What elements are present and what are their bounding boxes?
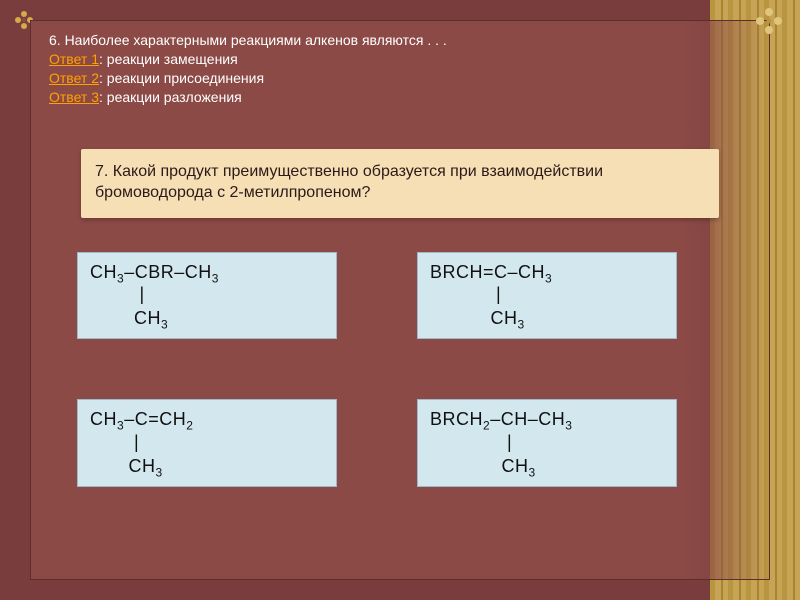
answer-3-link[interactable]: Ответ 3 — [49, 89, 99, 105]
formula-option-c[interactable]: CH3–C=CH2 | CH3 — [77, 399, 337, 487]
answer-option: Ответ 1: реакции замещения — [49, 50, 751, 69]
flourish-icon — [754, 6, 784, 36]
formula-line1: CH3–C=CH2 — [90, 408, 324, 434]
formula-option-a[interactable]: CH3–CBR–CH3 | CH3 — [77, 252, 337, 340]
formula-line1: BRCH=C–CH3 — [430, 261, 664, 287]
formula-line2: | CH3 — [430, 432, 664, 480]
slide-frame: 6. Наиболее характерными реакциями алкен… — [30, 20, 770, 580]
formula-option-d[interactable]: BRCH2–CH–CH3 | CH3 — [417, 399, 677, 487]
answer-option: Ответ 2: реакции присоединения — [49, 69, 751, 88]
formula-line2: | CH3 — [90, 284, 324, 332]
formula-line1: BRCH2–CH–CH3 — [430, 408, 664, 434]
formula-option-b[interactable]: BRCH=C–CH3 | CH3 — [417, 252, 677, 340]
answer-2-body: : реакции присоединения — [99, 70, 264, 86]
question-6-title: 6. Наиболее характерными реакциями алкен… — [49, 31, 751, 50]
formula-line2: | CH3 — [430, 284, 664, 332]
question-7: 7. Какой продукт преимущественно образуе… — [81, 149, 719, 218]
question-7-text: 7. Какой продукт преимущественно образуе… — [95, 163, 603, 202]
formula-line2: | CH3 — [90, 432, 324, 480]
answer-1-body: : реакции замещения — [99, 51, 238, 67]
question-6: 6. Наиболее характерными реакциями алкен… — [31, 21, 769, 113]
answer-3-body: : реакции разложения — [99, 89, 242, 105]
formula-line1: CH3–CBR–CH3 — [90, 261, 324, 287]
answer-2-link[interactable]: Ответ 2 — [49, 70, 99, 86]
formula-grid: CH3–CBR–CH3 | CH3 BRCH=C–CH3 | CH3 CH3–C… — [77, 252, 719, 487]
answer-1-link[interactable]: Ответ 1 — [49, 51, 99, 67]
answer-option: Ответ 3: реакции разложения — [49, 88, 751, 107]
